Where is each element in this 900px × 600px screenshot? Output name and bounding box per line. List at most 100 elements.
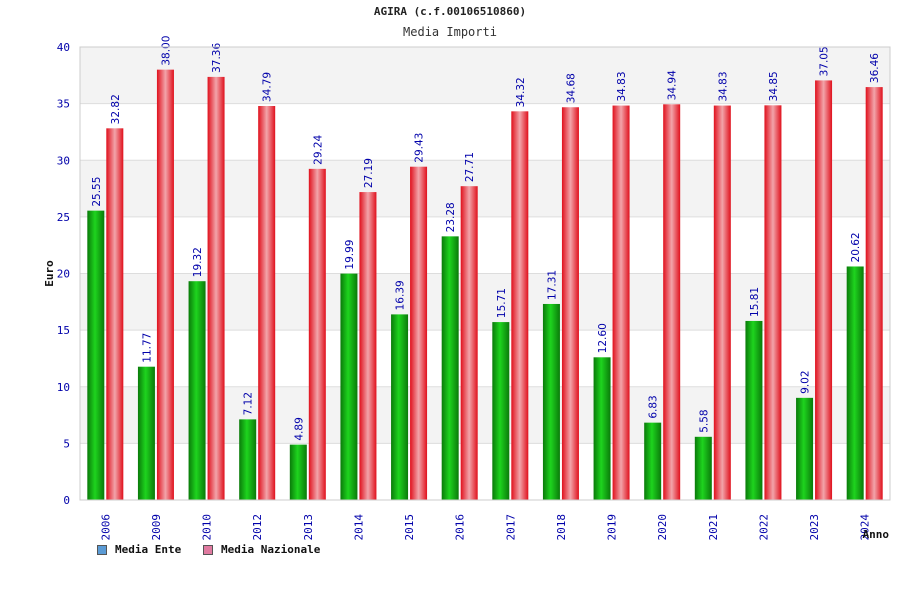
x-tick-label: 2021 xyxy=(707,514,720,541)
y-tick-label: 25 xyxy=(57,211,70,224)
data-label: 29.43 xyxy=(414,133,426,163)
y-tick-label: 10 xyxy=(57,381,70,394)
y-tick-label: 35 xyxy=(57,98,70,111)
bar-media-ente-2014 xyxy=(340,273,358,500)
bar-media-ente-2021 xyxy=(694,436,712,500)
data-label: 34.94 xyxy=(667,70,679,100)
data-label: 34.83 xyxy=(616,71,628,101)
data-label: 29.24 xyxy=(312,134,324,164)
data-label: 19.32 xyxy=(192,247,204,277)
data-label: 16.39 xyxy=(395,280,407,310)
data-label: 19.99 xyxy=(344,240,356,270)
chart-subtitle: Media Importi xyxy=(403,25,497,39)
data-label: 32.82 xyxy=(110,94,122,124)
x-tick-label: 2023 xyxy=(808,514,821,541)
data-label: 27.71 xyxy=(464,152,476,182)
data-label: 11.77 xyxy=(141,333,153,363)
bar-media-ente-2006 xyxy=(87,210,105,501)
bar-media-nazionale-2016 xyxy=(460,186,478,500)
x-tick-label: 2017 xyxy=(504,514,517,541)
legend-label-media-nazionale: Media Nazionale xyxy=(221,543,321,556)
x-tick-label: 2020 xyxy=(656,514,669,541)
bar-media-ente-2023 xyxy=(796,397,814,500)
x-tick-label: 2010 xyxy=(201,514,214,541)
data-label: 9.02 xyxy=(800,370,812,393)
bar-media-nazionale-2014 xyxy=(359,192,377,501)
bar-media-nazionale-2022 xyxy=(764,105,782,500)
bar-media-ente-2019 xyxy=(593,357,611,500)
data-label: 27.19 xyxy=(363,158,375,188)
bar-media-ente-2009 xyxy=(137,366,155,500)
x-axis-label: Anno xyxy=(863,528,890,541)
legend-swatch-media-nazionale xyxy=(203,544,213,555)
data-label: 20.62 xyxy=(850,232,862,262)
x-tick-label: 2024 xyxy=(859,514,872,541)
bar-media-nazionale-2019 xyxy=(612,105,630,501)
legend-label-media-ente: Media Ente xyxy=(115,543,182,556)
chart-title: AGIRA (c.f.00106510860) xyxy=(373,5,527,18)
bar-media-nazionale-2013 xyxy=(308,168,326,500)
data-label: 37.05 xyxy=(819,46,831,76)
data-label: 34.32 xyxy=(515,77,527,107)
bar-media-ente-2010 xyxy=(188,281,206,500)
legend-item-media-nazionale: Media Nazionale xyxy=(203,543,320,556)
data-label: 25.55 xyxy=(91,177,103,207)
plot-frame xyxy=(79,46,891,501)
bar-media-ente-2018 xyxy=(542,303,560,500)
data-label: 23.28 xyxy=(445,202,457,232)
x-tick-label: 2012 xyxy=(251,514,264,541)
bar-media-nazionale-2023 xyxy=(815,80,833,500)
y-tick-label: 20 xyxy=(57,268,70,281)
legend-swatch-media-ente xyxy=(97,544,107,555)
x-tick-label: 2019 xyxy=(606,514,619,541)
bar-media-nazionale-2024 xyxy=(865,87,883,500)
x-tick-label: 2015 xyxy=(403,514,416,541)
data-label: 34.85 xyxy=(768,71,780,101)
x-tick-label: 2009 xyxy=(150,514,163,541)
y-tick-label: 15 xyxy=(57,324,70,337)
bar-media-nazionale-2012 xyxy=(258,106,276,501)
x-tick-label: 2014 xyxy=(352,514,365,541)
data-label: 15.71 xyxy=(496,288,508,318)
data-label: 6.83 xyxy=(648,395,660,418)
bar-media-ente-2012 xyxy=(239,419,257,500)
bar-media-ente-2022 xyxy=(745,320,763,500)
bar-media-nazionale-2006 xyxy=(106,128,124,500)
data-label: 34.68 xyxy=(565,73,577,103)
y-tick-label: 40 xyxy=(57,41,70,54)
x-tick-label: 2016 xyxy=(454,514,467,541)
bar-media-ente-2020 xyxy=(644,422,662,500)
bar-media-nazionale-2021 xyxy=(713,105,731,501)
y-tick-label: 30 xyxy=(57,154,70,167)
data-label: 12.60 xyxy=(597,323,609,353)
bar-media-ente-2013 xyxy=(289,444,307,500)
x-tick-label: 2022 xyxy=(757,514,770,541)
bar-media-nazionale-2010 xyxy=(207,76,225,500)
data-label: 15.81 xyxy=(749,287,761,317)
bar-media-nazionale-2017 xyxy=(511,111,529,501)
bar-media-nazionale-2018 xyxy=(561,107,579,501)
data-label: 34.83 xyxy=(717,71,729,101)
x-tick-label: 2018 xyxy=(555,514,568,541)
data-label: 38.00 xyxy=(160,36,172,66)
bar-media-nazionale-2009 xyxy=(156,69,174,501)
y-tick-label: 5 xyxy=(63,437,70,450)
bar-media-ente-2016 xyxy=(441,236,459,500)
data-label: 4.89 xyxy=(293,417,305,440)
data-label: 36.46 xyxy=(869,53,881,83)
data-label: 5.58 xyxy=(698,409,710,432)
data-label: 7.12 xyxy=(243,392,255,415)
y-tick-label: 0 xyxy=(63,494,70,507)
bar-media-ente-2024 xyxy=(846,266,864,500)
data-label: 17.31 xyxy=(546,270,558,300)
bar-media-ente-2017 xyxy=(492,322,510,500)
bar-media-ente-2015 xyxy=(391,314,409,500)
x-tick-label: 2013 xyxy=(302,514,315,541)
data-label: 37.36 xyxy=(211,43,223,73)
y-axis-label: Euro xyxy=(43,260,56,287)
x-tick-label: 2006 xyxy=(99,514,112,541)
bar-media-nazionale-2015 xyxy=(410,166,428,500)
data-label: 34.79 xyxy=(262,72,274,102)
bar-media-nazionale-2020 xyxy=(663,104,681,500)
